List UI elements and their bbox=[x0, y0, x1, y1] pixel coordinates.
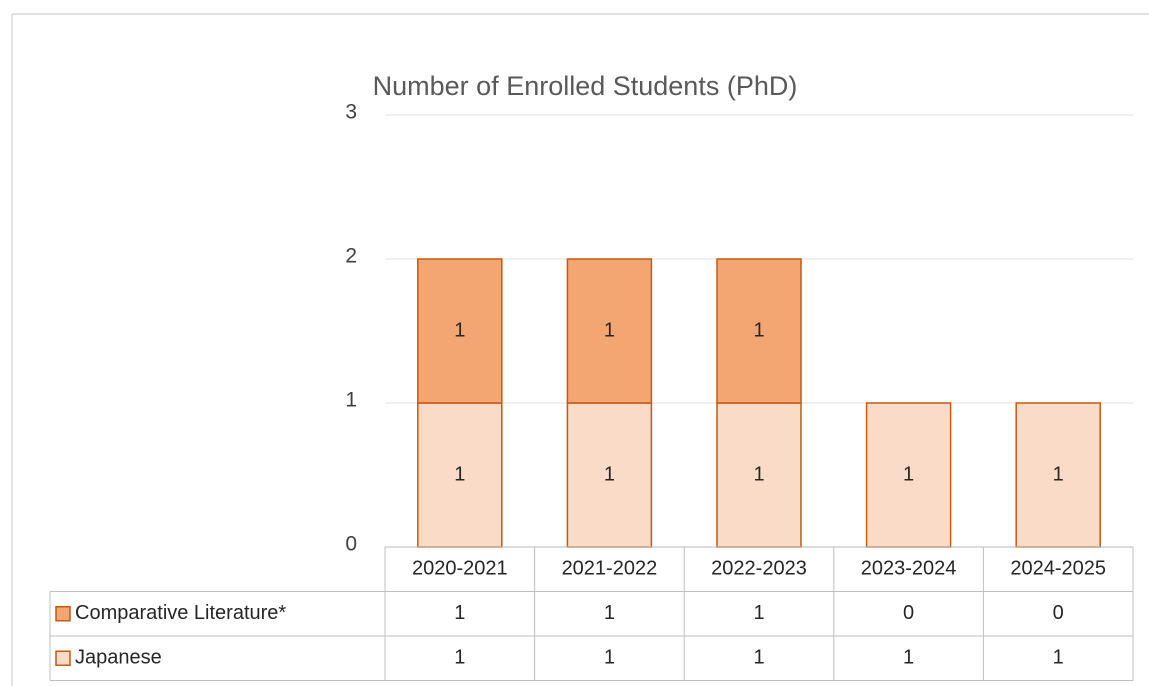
chart-title: Number of Enrolled Students (PhD) bbox=[373, 71, 798, 101]
table-value: 1 bbox=[753, 602, 764, 624]
data-label: 1 bbox=[454, 319, 465, 341]
legend-label: Japanese bbox=[75, 647, 162, 669]
x-tick-label: 2021-2022 bbox=[562, 558, 658, 580]
table-value: 1 bbox=[903, 647, 914, 669]
bar bbox=[865, 402, 952, 548]
bar bbox=[1015, 402, 1101, 548]
table-value: 1 bbox=[1053, 647, 1064, 669]
y-tick-label: 3 bbox=[345, 101, 357, 124]
bar bbox=[716, 258, 802, 404]
x-tick-label: 2024-2025 bbox=[1010, 558, 1106, 580]
y-tick-label: 1 bbox=[345, 389, 357, 412]
y-tick-label: 2 bbox=[345, 245, 357, 268]
table-value: 1 bbox=[604, 647, 615, 669]
legend-label: Comparative Literature* bbox=[75, 602, 286, 624]
x-tick-label: 2023-2024 bbox=[861, 558, 957, 580]
data-label: 1 bbox=[454, 463, 465, 485]
x-tick-label: 2022-2023 bbox=[711, 558, 807, 580]
legend-swatch bbox=[55, 650, 71, 666]
bar bbox=[566, 402, 653, 548]
table-value: 1 bbox=[454, 647, 465, 669]
y-tick-label: 0 bbox=[345, 533, 357, 556]
table-value: 1 bbox=[604, 602, 615, 624]
table-value: 1 bbox=[454, 602, 465, 624]
legend-swatch bbox=[55, 606, 71, 622]
bar bbox=[716, 402, 802, 548]
data-label: 1 bbox=[753, 319, 764, 341]
data-label: 1 bbox=[604, 463, 615, 485]
table-value: 0 bbox=[1053, 602, 1064, 624]
data-label: 1 bbox=[1053, 463, 1064, 485]
data-label: 1 bbox=[753, 463, 764, 485]
table-value: 1 bbox=[753, 647, 764, 669]
data-label: 1 bbox=[903, 463, 914, 485]
table-value: 0 bbox=[903, 602, 914, 624]
bar bbox=[566, 258, 653, 404]
x-tick-label: 2020-2021 bbox=[412, 558, 508, 580]
bar bbox=[417, 258, 503, 404]
data-label: 1 bbox=[604, 319, 615, 341]
